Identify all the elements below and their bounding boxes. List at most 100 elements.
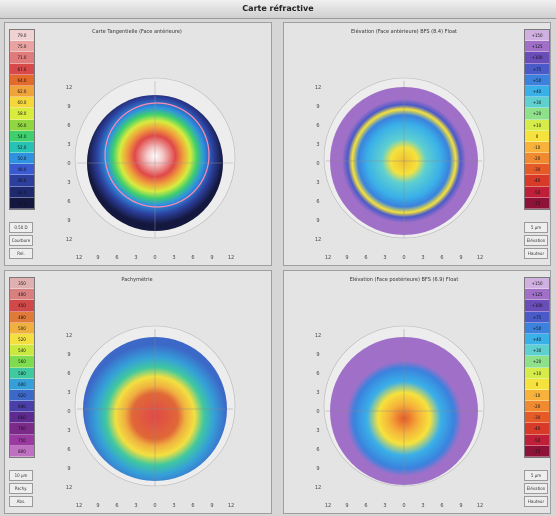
panel-posterior-elevation[interactable]: +150 +125 +100 +75 +50 +40 +30 +20 +10 0 -10 -20 -30…	[283, 270, 551, 514]
panel-title: Elévation (Face antérieure) BFS (8.4) Fl…	[351, 29, 457, 35]
map-canvas[interactable]: 12 12 9 9 6 6 3 3 0 0 3 3 6 6 9 9 12 12	[5, 271, 272, 514]
scale-cell: -50	[525, 434, 549, 446]
scale-cell: 660	[10, 412, 34, 424]
scale-cell: -75	[525, 197, 549, 209]
x-axis-tick: 12	[76, 255, 82, 261]
y-axis-tick: 12	[315, 237, 321, 243]
scale-cell: -75	[525, 445, 549, 457]
x-axis-tick: 12	[228, 255, 234, 261]
y-axis-tick: 3	[316, 180, 319, 186]
y-axis-tick: 6	[67, 371, 70, 377]
map-canvas[interactable]: 12 12 9 9 6 6 3 3 0 0 3 3 6 6 9 9 12 12	[5, 23, 272, 266]
x-axis-tick: 3	[134, 255, 137, 261]
y-axis-tick: 9	[67, 466, 70, 472]
x-axis-tick: 6	[115, 255, 118, 261]
x-axis-tick: 6	[115, 503, 118, 509]
x-axis-tick: 3	[421, 503, 424, 509]
map-type-label[interactable]: Pachy.	[9, 483, 33, 494]
scale-cell: +100	[525, 300, 549, 312]
scale-step: 5 µm	[524, 222, 548, 233]
scale-cell: +150	[525, 278, 549, 290]
x-axis-tick: 3	[383, 503, 386, 509]
map-type-label[interactable]: Elévation	[524, 235, 548, 246]
scale-mode-label[interactable]: Abs.	[9, 496, 33, 507]
map-type-label[interactable]: Elévation	[524, 483, 548, 494]
scale-cell: +125	[525, 41, 549, 53]
color-scale: 350 400 450 480 500 520 540 560 580 600 620 640 660 7…	[9, 277, 35, 458]
scale-cell: 540	[10, 345, 34, 357]
x-axis-tick: 0	[153, 503, 156, 509]
x-axis-tick: 12	[325, 255, 331, 261]
y-axis-tick: 12	[66, 485, 72, 491]
map-canvas[interactable]: 12 12 9 9 6 6 3 3 0 0 3 3 6 6 9 9 12 12	[284, 271, 551, 514]
x-axis-tick: 6	[440, 255, 443, 261]
scale-cell: 750	[10, 434, 34, 446]
scale-cell: -40	[525, 175, 549, 187]
y-axis-tick: 9	[316, 352, 319, 358]
scale-cell: +40	[525, 85, 549, 98]
y-axis-tick: 3	[316, 142, 319, 148]
map-canvas[interactable]: 12 12 9 9 6 6 3 3 0 0 3 3 6 6 9 9 12 12	[284, 23, 551, 266]
scale-cell: 75.0	[10, 41, 34, 53]
x-axis-tick: 12	[325, 503, 331, 509]
scale-cell: +100	[525, 52, 549, 64]
scale-cell: 42.0	[10, 197, 34, 209]
y-axis-tick: 3	[316, 428, 319, 434]
scale-cell: 64.0	[10, 74, 34, 86]
map-type-label[interactable]: Courbure	[9, 235, 33, 246]
y-axis-tick: 3	[67, 142, 70, 148]
pupil-ring	[104, 102, 210, 208]
x-axis-tick: 9	[345, 255, 348, 261]
scale-mode-label[interactable]: Hauteur	[524, 496, 548, 507]
x-axis-tick: 9	[345, 503, 348, 509]
scale-cell: -50	[525, 186, 549, 198]
scale-cell: -40	[525, 423, 549, 435]
scale-cell: -20	[525, 153, 549, 165]
x-axis-tick: 3	[172, 503, 175, 509]
x-axis-tick: 6	[191, 255, 194, 261]
panel-tangential-map[interactable]: 79.0 75.0 71.0 67.0 64.0 62.0 60.0 58.0 56.0 54.0…	[4, 22, 272, 266]
x-axis-tick: 3	[383, 255, 386, 261]
scale-cell: -30	[525, 164, 549, 176]
x-axis-tick: 12	[477, 255, 483, 261]
y-axis-tick: 0	[316, 409, 319, 415]
scale-cell: 44.0	[10, 186, 34, 198]
x-axis-tick: 3	[134, 503, 137, 509]
scale-cell: +20	[525, 356, 549, 368]
window-title: Carte réfractive	[242, 4, 314, 13]
scale-cell: 450	[10, 300, 34, 312]
panel-title: Pachymétrie	[121, 277, 153, 283]
x-axis-tick: 3	[421, 255, 424, 261]
x-axis-tick: 12	[228, 503, 234, 509]
y-axis-tick: 12	[315, 85, 321, 91]
scale-mode-label[interactable]: Rel.	[9, 248, 33, 259]
scale-mode-label[interactable]: Hauteur	[524, 248, 548, 259]
y-axis-tick: 6	[316, 199, 319, 205]
panel-anterior-elevation[interactable]: +150 +125 +100 +75 +50 +40 +30 +20 +10 0 -10 -20 -30…	[283, 22, 551, 266]
scale-cell: 520	[10, 333, 34, 346]
scale-cell: +10	[525, 119, 549, 131]
x-axis-tick: 0	[402, 503, 405, 509]
scale-cell: 580	[10, 367, 34, 379]
x-axis-tick: 6	[440, 503, 443, 509]
scale-cell: 48.0	[10, 164, 34, 176]
panel-pachymetry[interactable]: 350 400 450 480 500 520 540 560 580 600 620 640 660 7…	[4, 270, 272, 514]
panel-title: Elévation (Face postérieure) BFS (6.9) F…	[349, 277, 459, 283]
scale-cell: 58.0	[10, 108, 34, 120]
x-axis-tick: 12	[76, 503, 82, 509]
scale-cell: -10	[525, 141, 549, 154]
y-axis-tick: 9	[67, 218, 70, 224]
scale-cell: 350	[10, 278, 34, 290]
x-axis-tick: 9	[459, 503, 462, 509]
scale-cell: -30	[525, 412, 549, 424]
scale-cell: +30	[525, 345, 549, 357]
y-axis-tick: 3	[316, 390, 319, 396]
y-axis-tick: 9	[316, 466, 319, 472]
scale-cell: -20	[525, 401, 549, 413]
y-axis-tick: 3	[67, 390, 70, 396]
y-axis-tick: 6	[316, 123, 319, 129]
x-axis-tick: 9	[96, 503, 99, 509]
x-axis-tick: 3	[172, 255, 175, 261]
scale-cell: 560	[10, 356, 34, 368]
x-axis-tick: 9	[210, 255, 213, 261]
